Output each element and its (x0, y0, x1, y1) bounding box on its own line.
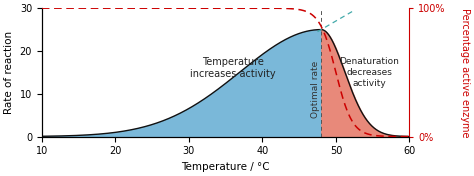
Text: Temperature
increases activity: Temperature increases activity (190, 57, 276, 79)
Y-axis label: Rate of reaction: Rate of reaction (4, 31, 14, 114)
Y-axis label: Percentage active enzyme: Percentage active enzyme (460, 8, 470, 137)
Text: Optimal rate: Optimal rate (311, 61, 320, 118)
X-axis label: Temperature / °C: Temperature / °C (182, 162, 270, 172)
Text: Denaturation
decreases
activity: Denaturation decreases activity (339, 57, 399, 88)
